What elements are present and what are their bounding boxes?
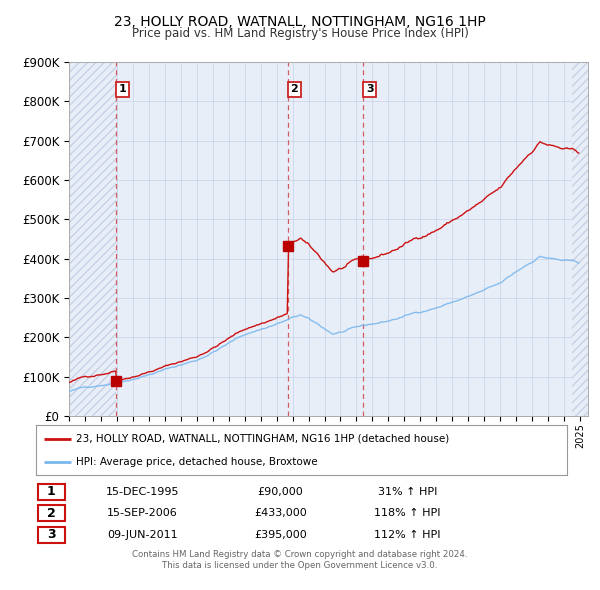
FancyBboxPatch shape: [38, 505, 65, 522]
Text: 1: 1: [47, 485, 56, 498]
Text: 23, HOLLY ROAD, WATNALL, NOTTINGHAM, NG16 1HP (detached house): 23, HOLLY ROAD, WATNALL, NOTTINGHAM, NG1…: [76, 434, 449, 444]
Text: Price paid vs. HM Land Registry's House Price Index (HPI): Price paid vs. HM Land Registry's House …: [131, 27, 469, 40]
FancyBboxPatch shape: [38, 484, 65, 500]
Text: 15-SEP-2006: 15-SEP-2006: [107, 509, 178, 518]
FancyBboxPatch shape: [38, 527, 65, 543]
Text: Contains HM Land Registry data © Crown copyright and database right 2024.: Contains HM Land Registry data © Crown c…: [132, 550, 468, 559]
Text: 09-JUN-2011: 09-JUN-2011: [107, 530, 178, 540]
Text: This data is licensed under the Open Government Licence v3.0.: This data is licensed under the Open Gov…: [163, 560, 437, 569]
Text: 31% ↑ HPI: 31% ↑ HPI: [378, 487, 437, 497]
Text: 23, HOLLY ROAD, WATNALL, NOTTINGHAM, NG16 1HP: 23, HOLLY ROAD, WATNALL, NOTTINGHAM, NG1…: [114, 15, 486, 29]
Text: £395,000: £395,000: [254, 530, 307, 540]
Text: 3: 3: [366, 84, 373, 94]
Text: 112% ↑ HPI: 112% ↑ HPI: [374, 530, 441, 540]
Text: 2: 2: [290, 84, 298, 94]
Text: 15-DEC-1995: 15-DEC-1995: [106, 487, 179, 497]
Text: 118% ↑ HPI: 118% ↑ HPI: [374, 509, 441, 518]
Text: £433,000: £433,000: [254, 509, 307, 518]
Text: 1: 1: [119, 84, 127, 94]
Text: HPI: Average price, detached house, Broxtowe: HPI: Average price, detached house, Brox…: [76, 457, 317, 467]
Text: 3: 3: [47, 529, 56, 542]
Text: 2: 2: [47, 507, 56, 520]
Text: £90,000: £90,000: [257, 487, 303, 497]
